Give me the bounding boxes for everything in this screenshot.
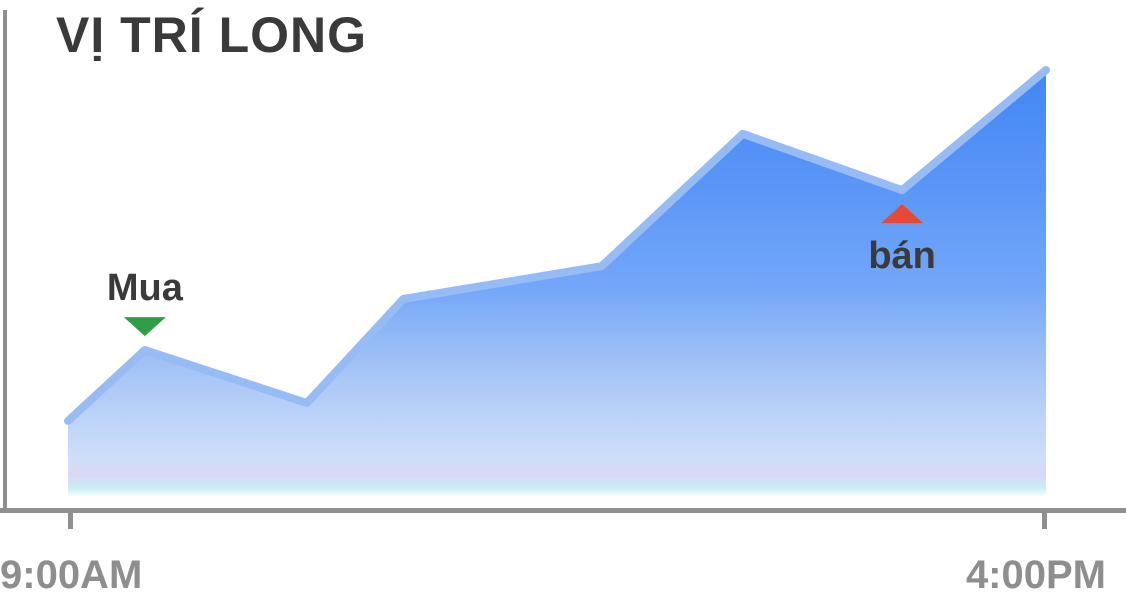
sell-marker-icon — [881, 204, 924, 224]
x-axis-tick-end — [1042, 513, 1047, 529]
series-area-fill — [68, 70, 1046, 507]
x-axis-label-start: 9:00AM — [0, 553, 143, 597]
sell-annotation-label: bán — [868, 235, 936, 278]
chart-title: VỊ TRÍ LONG — [56, 7, 367, 63]
x-axis-tick-start — [68, 513, 73, 529]
buy-annotation-label: Mua — [106, 267, 183, 310]
series-line — [64, 66, 1050, 425]
x-axis-line — [0, 508, 1126, 513]
y-axis-line — [3, 10, 7, 508]
x-axis-label-end: 4:00PM — [965, 553, 1106, 597]
buy-marker-icon — [123, 317, 166, 337]
